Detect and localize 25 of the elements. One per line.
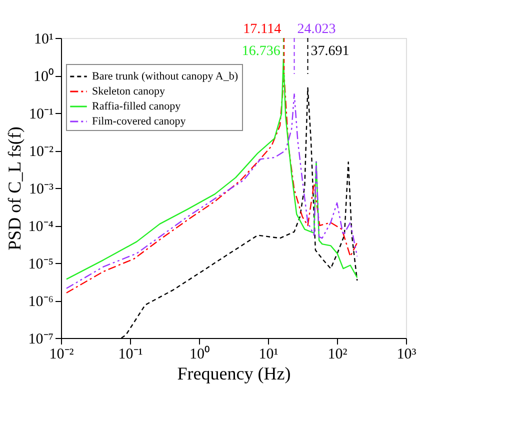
y-tick-label: 10⁻⁵ <box>28 256 54 272</box>
legend-label: Skeleton canopy <box>92 86 166 98</box>
y-tick-label: 10⁻⁴ <box>28 219 54 235</box>
legend-label: Bare trunk (without canopy A_b) <box>92 70 238 82</box>
x-tick-label: 10³ <box>396 346 417 362</box>
y-tick-label: 10¹ <box>34 32 54 48</box>
legend-label: Raffia-filled canopy <box>92 100 182 112</box>
legend-label: Film-covered canopy <box>92 116 186 128</box>
x-tick-label: 10² <box>328 346 348 362</box>
y-axis-title: PSD of C_L fs(f) <box>4 126 24 250</box>
x-tick-label: 10¹ <box>258 346 278 362</box>
ref-line-label: 16.736 <box>242 44 280 59</box>
y-tick-label: 10⁻¹ <box>29 106 54 122</box>
y-tick-label: 10⁻³ <box>29 182 54 198</box>
y-tick-label: 10⁻⁶ <box>28 294 54 310</box>
y-tick-label: 10⁻⁷ <box>28 332 54 348</box>
ref-line-label: 24.023 <box>297 22 336 37</box>
x-tick-label: 10⁻¹ <box>118 346 143 362</box>
ref-line-label: 37.691 <box>310 44 350 59</box>
ref-line-label: 17.114 <box>243 22 282 37</box>
x-tick-label: 10⁻² <box>49 346 74 362</box>
y-tick-label: 10⁻² <box>29 144 54 160</box>
x-tick-label: 10⁰ <box>190 346 210 362</box>
x-axis-title: Frequency (Hz) <box>177 364 291 384</box>
y-tick-label: 10⁰ <box>34 68 54 85</box>
